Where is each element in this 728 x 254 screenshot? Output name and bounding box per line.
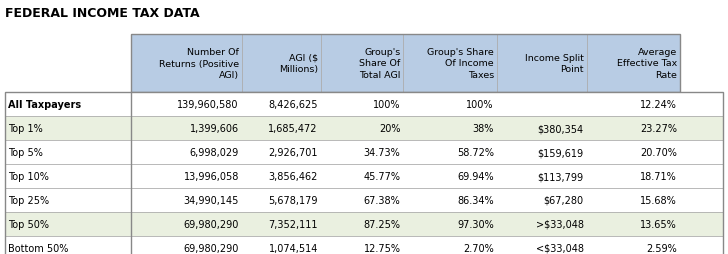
Text: 100%: 100%: [373, 100, 400, 109]
Text: 8,426,625: 8,426,625: [269, 100, 318, 109]
Text: >$33,048: >$33,048: [536, 219, 584, 229]
Text: 38%: 38%: [472, 123, 494, 133]
Text: 67.38%: 67.38%: [364, 195, 400, 205]
Text: 69,980,290: 69,980,290: [183, 243, 239, 253]
Text: 12.24%: 12.24%: [640, 100, 677, 109]
Text: 3,856,462: 3,856,462: [269, 171, 318, 181]
Bar: [5, 140, 723, 164]
Bar: [5, 117, 723, 140]
Text: Top 1%: Top 1%: [8, 123, 43, 133]
Bar: [130, 35, 680, 93]
Text: 23.27%: 23.27%: [640, 123, 677, 133]
Bar: [403, 35, 496, 93]
Text: Top 10%: Top 10%: [8, 171, 49, 181]
Text: Group's
Share Of
Total AGI: Group's Share Of Total AGI: [359, 48, 400, 79]
Bar: [321, 35, 403, 93]
Text: Number Of
Returns (Positive
AGI): Number Of Returns (Positive AGI): [159, 48, 239, 79]
Text: $380,354: $380,354: [537, 123, 584, 133]
Text: 69.94%: 69.94%: [457, 171, 494, 181]
Text: $113,799: $113,799: [537, 171, 584, 181]
Text: 97.30%: 97.30%: [457, 219, 494, 229]
Text: AGI ($
Millions): AGI ($ Millions): [279, 54, 318, 74]
Bar: [242, 35, 321, 93]
Bar: [5, 236, 723, 254]
Bar: [5, 164, 723, 188]
Text: 5,678,179: 5,678,179: [269, 195, 318, 205]
Bar: [5, 212, 723, 236]
Text: $67,280: $67,280: [544, 195, 584, 205]
Text: 34,990,145: 34,990,145: [183, 195, 239, 205]
Text: 34.73%: 34.73%: [364, 147, 400, 157]
Text: 2.59%: 2.59%: [646, 243, 677, 253]
Text: 139,960,580: 139,960,580: [178, 100, 239, 109]
Text: 7,352,111: 7,352,111: [269, 219, 318, 229]
Text: 69,980,290: 69,980,290: [183, 219, 239, 229]
Text: 2.70%: 2.70%: [463, 243, 494, 253]
Text: Average
Effective Tax
Rate: Average Effective Tax Rate: [617, 48, 677, 79]
Text: 1,399,606: 1,399,606: [190, 123, 239, 133]
Text: 1,074,514: 1,074,514: [269, 243, 318, 253]
Text: 87.25%: 87.25%: [363, 219, 400, 229]
Text: 15.68%: 15.68%: [640, 195, 677, 205]
Text: 20.70%: 20.70%: [640, 147, 677, 157]
Text: Bottom 50%: Bottom 50%: [8, 243, 68, 253]
Bar: [130, 35, 242, 93]
Text: 18.71%: 18.71%: [640, 171, 677, 181]
Bar: [496, 35, 587, 93]
Text: 12.75%: 12.75%: [363, 243, 400, 253]
Bar: [5, 93, 723, 117]
Bar: [5, 93, 723, 254]
Text: 100%: 100%: [467, 100, 494, 109]
Text: All Taxpayers: All Taxpayers: [8, 100, 81, 109]
Text: Top 50%: Top 50%: [8, 219, 49, 229]
Text: 45.77%: 45.77%: [363, 171, 400, 181]
Text: 2,926,701: 2,926,701: [269, 147, 318, 157]
Text: Top 25%: Top 25%: [8, 195, 49, 205]
Text: 13,996,058: 13,996,058: [183, 171, 239, 181]
Text: 58.72%: 58.72%: [457, 147, 494, 157]
Text: 86.34%: 86.34%: [457, 195, 494, 205]
Text: 1,685,472: 1,685,472: [269, 123, 318, 133]
Text: FEDERAL INCOME TAX DATA: FEDERAL INCOME TAX DATA: [5, 7, 199, 20]
Bar: [587, 35, 680, 93]
Text: Top 5%: Top 5%: [8, 147, 43, 157]
Bar: [5, 188, 723, 212]
Text: $159,619: $159,619: [537, 147, 584, 157]
Text: 13.65%: 13.65%: [640, 219, 677, 229]
Text: 20%: 20%: [379, 123, 400, 133]
Text: Income Split
Point: Income Split Point: [525, 54, 584, 74]
Text: Group's Share
Of Income
Taxes: Group's Share Of Income Taxes: [427, 48, 494, 79]
Text: 6,998,029: 6,998,029: [190, 147, 239, 157]
Text: <$33,048: <$33,048: [536, 243, 584, 253]
